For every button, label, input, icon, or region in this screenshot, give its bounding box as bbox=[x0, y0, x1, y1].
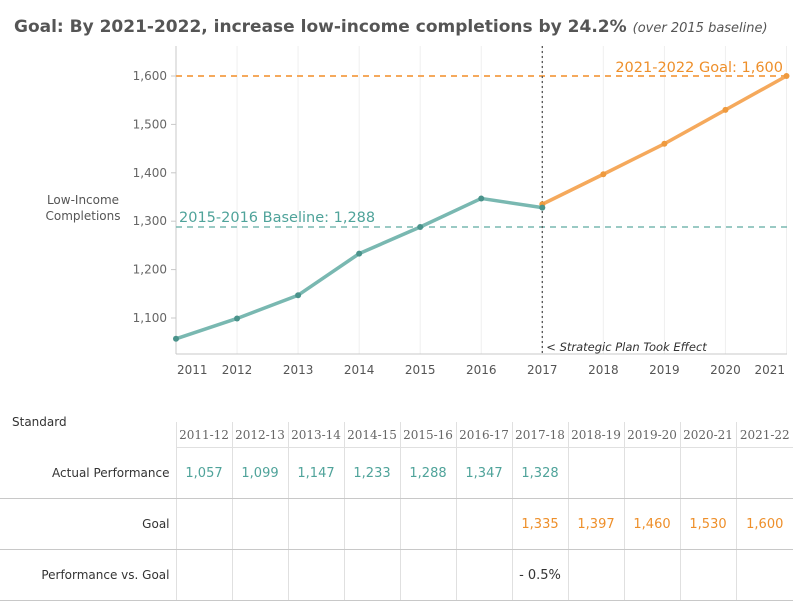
data-table: 2011-12 2012-13 2013-14 2014-15 2015-16 2016-… bbox=[0, 422, 793, 601]
x-tick-label-2011: 2011 bbox=[177, 363, 208, 377]
chart-title: Goal: By 2021-2022, increase low-income … bbox=[14, 17, 768, 37]
standard-label: Standard bbox=[12, 415, 67, 429]
table-cell: - 0.5% bbox=[511, 549, 568, 601]
x-tick-label-2016: 2016 bbox=[466, 363, 497, 377]
goal-series-point-2018 bbox=[600, 171, 607, 178]
y-tick-label-1400: 1,400 bbox=[133, 166, 167, 180]
actual-series-point-2013 bbox=[295, 292, 302, 299]
y-axis-label-line1: Low-Income bbox=[46, 193, 120, 207]
table-header-corner bbox=[0, 422, 176, 448]
table-cell: 1,288 bbox=[399, 447, 456, 499]
table-cell: 1,460 bbox=[623, 498, 680, 550]
table-cell bbox=[623, 549, 680, 601]
title-subtitle: (over 2015 baseline) bbox=[632, 21, 768, 36]
x-tick-label-2015: 2015 bbox=[405, 363, 436, 377]
table-row: Performance vs. Goal - 0.5% bbox=[0, 549, 793, 601]
actual-series-point-2017 bbox=[539, 204, 546, 211]
table-cell bbox=[231, 498, 288, 550]
table-column-header: 2014-15 bbox=[343, 422, 400, 448]
goal-series-point-2019 bbox=[661, 140, 668, 147]
table-cell: 1,057 bbox=[175, 447, 232, 499]
table-row-label: Performance vs. Goal bbox=[0, 549, 176, 601]
y-tick-label-1200: 1,200 bbox=[133, 263, 167, 277]
goal-line-label: 2021-2022 Goal: 1,600 bbox=[615, 60, 783, 76]
table-cell bbox=[455, 549, 512, 601]
table-cell: 1,328 bbox=[511, 447, 568, 499]
actual-series-point-2014 bbox=[356, 250, 363, 257]
y-tick-label-1300: 1,300 bbox=[133, 214, 167, 228]
table-column-header: 2012-13 bbox=[231, 422, 288, 448]
actual-series-point-2015 bbox=[417, 224, 424, 230]
actual-series-point-2016 bbox=[478, 195, 485, 202]
goal-series-point-2020 bbox=[722, 106, 729, 113]
table-column-header: 2020-21 bbox=[679, 422, 736, 448]
x-tick-label-2017: 2017 bbox=[527, 363, 558, 377]
table-cell: 1,397 bbox=[567, 498, 624, 550]
table-row: Actual Performance 1,057 1,099 1,147 1,233 1,… bbox=[0, 447, 793, 499]
line-chart: 1,100 1,200 1,300 1,400 1,500 1,600 2011 2012 20… bbox=[133, 46, 790, 377]
x-tick-label-2014: 2014 bbox=[344, 363, 375, 377]
table-column-header: 2011-12 bbox=[175, 422, 232, 448]
table-cell bbox=[287, 498, 344, 550]
y-tick-label-1600: 1,600 bbox=[133, 69, 167, 83]
table-cell: 1,147 bbox=[287, 447, 344, 499]
x-tick-label-2019: 2019 bbox=[649, 363, 680, 377]
table-cell bbox=[679, 447, 736, 499]
x-tick-label-2012: 2012 bbox=[222, 363, 253, 377]
table-cell bbox=[567, 447, 624, 499]
table-cell: 1,347 bbox=[455, 447, 512, 499]
x-tick-label-2021: 2021 bbox=[754, 363, 785, 377]
table-cell bbox=[399, 498, 456, 550]
table-column-header: 2018-19 bbox=[567, 422, 624, 448]
y-axis-label: Low-Income Completions bbox=[28, 192, 138, 224]
table-cell bbox=[623, 447, 680, 499]
strategic-plan-label: < Strategic Plan Took Effect bbox=[546, 340, 707, 354]
table-cell bbox=[735, 447, 793, 499]
actual-series-point-2011 bbox=[173, 335, 179, 342]
table-column-header: 2013-14 bbox=[287, 422, 344, 448]
table-column-header: 2015-16 bbox=[399, 422, 456, 448]
actual-series-point-2012 bbox=[234, 315, 241, 322]
table-cell bbox=[231, 549, 288, 601]
table-cell bbox=[679, 549, 736, 601]
table-column-header: 2017-18 bbox=[511, 422, 568, 448]
y-tick-label-1100: 1,100 bbox=[133, 311, 167, 325]
table-cell bbox=[343, 498, 400, 550]
table-cell bbox=[399, 549, 456, 601]
table-column-header: 2019-20 bbox=[623, 422, 680, 448]
table-row: Goal 1,335 1,397 1,460 1,530 1,600 bbox=[0, 498, 793, 550]
y-axis-label-line2: Completions bbox=[45, 209, 121, 223]
table-column-header: 2016-17 bbox=[455, 422, 512, 448]
x-tick-label-2018: 2018 bbox=[588, 363, 619, 377]
table-cell bbox=[343, 549, 400, 601]
table-cell bbox=[175, 549, 232, 601]
table-cell: 1,233 bbox=[343, 447, 400, 499]
table-cell: 1,530 bbox=[679, 498, 736, 550]
table-cell: 1,600 bbox=[735, 498, 793, 550]
table-cell bbox=[567, 549, 624, 601]
x-tick-label-2020: 2020 bbox=[710, 363, 741, 377]
table-row-label: Actual Performance bbox=[0, 447, 176, 499]
table-header-row: 2011-12 2012-13 2013-14 2014-15 2015-16 2016-… bbox=[0, 422, 793, 448]
table-row-label: Goal bbox=[0, 498, 176, 550]
table-cell: 1,335 bbox=[511, 498, 568, 550]
table-cell bbox=[455, 498, 512, 550]
title-main: Goal: By 2021-2022, increase low-income … bbox=[14, 17, 627, 37]
table-cell bbox=[735, 549, 793, 601]
goal-series-point-2021 bbox=[783, 73, 790, 79]
table-cell bbox=[287, 549, 344, 601]
x-tick-label-2013: 2013 bbox=[283, 363, 314, 377]
y-tick-label-1500: 1,500 bbox=[133, 117, 167, 131]
table-column-header: 2021-22 bbox=[735, 422, 793, 448]
baseline-line-label: 2015-2016 Baseline: 1,288 bbox=[179, 210, 375, 226]
table-cell bbox=[175, 498, 232, 550]
table-cell: 1,099 bbox=[231, 447, 288, 499]
